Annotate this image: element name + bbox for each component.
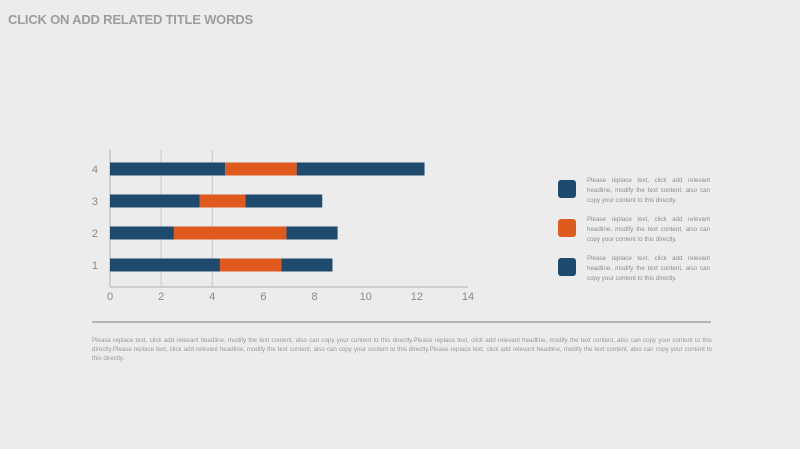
bar-segment <box>281 258 333 272</box>
x-tick-label: 14 <box>462 291 474 303</box>
bar-segment <box>219 258 282 272</box>
x-tick-label: 2 <box>158 291 164 303</box>
legend-item: Please replace text, click add relevant … <box>558 176 718 206</box>
legend-text: Please replace text, click add relevant … <box>587 216 710 243</box>
bar-segment <box>286 226 338 240</box>
bar-segment <box>199 194 246 208</box>
bar-segment <box>225 162 297 176</box>
y-tick-label: 3 <box>92 196 98 208</box>
legend-text: Please replace text, click add relevant … <box>587 177 710 204</box>
x-tick-label: 12 <box>411 291 423 303</box>
x-tick-label: 0 <box>107 291 113 303</box>
bar-segment <box>173 226 287 240</box>
x-tick-label: 4 <box>209 291 215 303</box>
y-tick-label: 2 <box>92 228 98 240</box>
legend: Please replace text, click add relevant … <box>558 176 718 293</box>
bar-segment <box>110 194 200 208</box>
bar-segment <box>110 226 174 240</box>
bar-segment <box>110 258 220 272</box>
body-paragraph: Please replace text, click add relevant … <box>92 337 712 362</box>
legend-swatch-icon <box>558 180 576 198</box>
legend-text: Please replace text, click add relevant … <box>587 255 710 282</box>
x-tick-label: 10 <box>360 291 372 303</box>
y-tick-label: 4 <box>92 164 98 176</box>
x-tick-label: 8 <box>312 291 318 303</box>
legend-swatch-icon <box>558 258 576 276</box>
y-tick-label: 1 <box>92 260 98 272</box>
legend-item: Please replace text, click add relevant … <box>558 254 718 284</box>
legend-swatch-icon <box>558 219 576 237</box>
bar-segment <box>110 162 226 176</box>
legend-item: Please replace text, click add relevant … <box>558 215 718 245</box>
bar-segment <box>245 194 323 208</box>
divider <box>92 321 711 323</box>
page-title: CLICK ON ADD RELATED TITLE WORDS <box>8 12 253 27</box>
bar-segment <box>296 162 425 176</box>
x-tick-label: 6 <box>260 291 266 303</box>
